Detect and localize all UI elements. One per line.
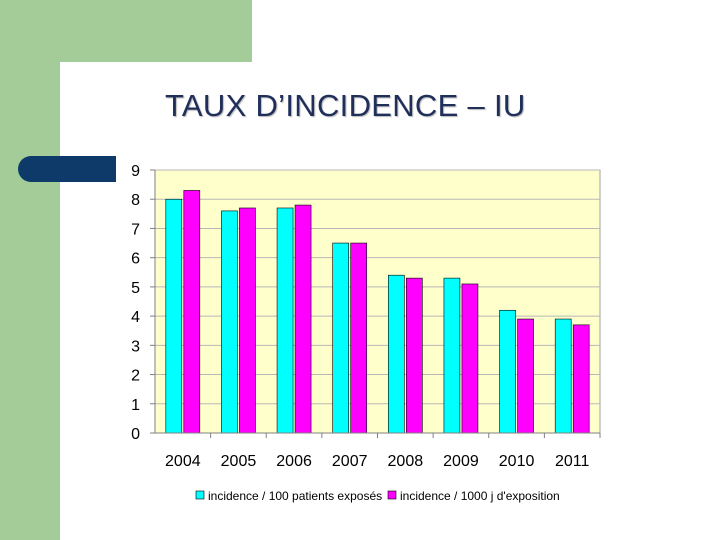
y-tick-labels: 0 1 2 3 4 5 6 7 8 9 (131, 163, 155, 443)
x-tick-label: 2007 (332, 453, 368, 470)
slide-title: TAUX D’INCIDENCE – IU (165, 88, 526, 123)
bar-2010-series-1 (499, 309, 516, 434)
x-tick-label: 2009 (443, 453, 479, 470)
bar-2008-series-2 (406, 277, 423, 434)
green-sidebar-decoration (0, 0, 60, 540)
bar-2010-series-2 (517, 318, 534, 434)
legend-label-series-1: incidence / 100 patients exposés (208, 489, 382, 503)
bar-2011-series-1 (554, 318, 572, 434)
y-tick-label: 2 (131, 368, 140, 385)
y-tick-label: 0 (131, 426, 140, 443)
bar-2009-series-1 (443, 277, 461, 434)
y-tick-label: 7 (131, 221, 140, 238)
legend: incidence / 100 patients exposés inciden… (195, 489, 560, 503)
bar-2006-series-1 (276, 207, 294, 434)
y-tick-label: 8 (131, 192, 140, 209)
green-top-decoration (0, 0, 252, 62)
x-tick-label: 2011 (555, 453, 590, 470)
bar-2007-series-1 (332, 242, 349, 434)
legend-swatch-series-2 (387, 490, 397, 500)
x-tick-label: 2005 (221, 453, 257, 470)
bar-2008-series-1 (388, 274, 405, 434)
x-tick-label: 2010 (499, 453, 535, 470)
bar-2005-series-2 (239, 207, 256, 434)
bar-2004-series-2 (183, 190, 201, 434)
x-tick-label: 2008 (388, 453, 424, 470)
bar-2011-series-2 (572, 324, 590, 434)
bar-2005-series-1 (221, 210, 238, 434)
navy-accent-bar (18, 156, 116, 182)
y-tick-label: 1 (131, 397, 140, 414)
bar-2009-series-2 (461, 283, 479, 434)
x-tick-label: 2004 (165, 453, 201, 470)
bar-2007-series-2 (350, 242, 367, 434)
legend-swatch-series-1 (195, 490, 205, 500)
bar-2006-series-2 (294, 204, 312, 434)
y-tick-label: 4 (131, 309, 140, 326)
y-tick-label: 5 (131, 280, 140, 297)
y-tick-label: 6 (131, 251, 140, 268)
bar-2004-series-1 (165, 198, 183, 434)
rounded-corner-decoration (60, 62, 120, 122)
y-tick-label: 3 (131, 338, 140, 355)
bars (165, 190, 590, 434)
y-tick-label: 9 (131, 163, 140, 180)
x-tick-labels: 2004 2005 2006 2007 2008 2009 2010 2011 (165, 433, 601, 470)
x-tick-label: 2006 (276, 453, 312, 470)
legend-label-series-2: incidence / 1000 j d'exposition (400, 489, 560, 503)
